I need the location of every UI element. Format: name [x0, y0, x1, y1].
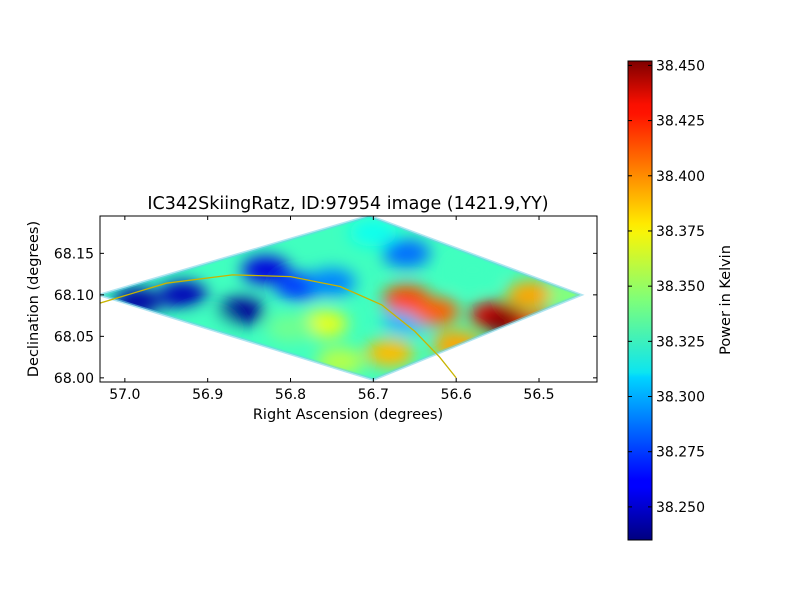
heatmap-cell	[158, 280, 207, 309]
x-tick-label: 57.0	[109, 387, 140, 403]
x-tick-label: 56.8	[275, 387, 306, 403]
heatmap-cell	[216, 297, 265, 326]
colorbar-tick-label: 38.275	[656, 445, 705, 461]
colorbar-tick-label: 38.400	[656, 169, 705, 185]
colorbar-tick-label: 38.425	[656, 114, 705, 130]
heatmap-cell	[411, 297, 460, 326]
axes-frame	[99, 215, 598, 383]
heatmap-cell	[349, 218, 398, 247]
colorbar: 38.250 38.275 38.300 38.325 38.350 38.375 38.4…	[627, 58, 734, 541]
x-tick-label: 56.9	[192, 387, 223, 403]
heatmap-cell	[241, 256, 290, 284]
colorbar-tick-label: 38.250	[656, 500, 705, 516]
colorbar-tick-label: 38.325	[656, 334, 705, 350]
colorbar-tick-label: 38.375	[656, 224, 705, 240]
colorbar-tick-label: 38.350	[656, 279, 705, 295]
colorbar-gradient	[627, 60, 653, 541]
colorbar-tick-label: 38.300	[656, 390, 705, 406]
plot-area: 57.0 56.9 56.8 56.7 56.6 56.5 68.00 68.05 68.10…	[54, 215, 598, 403]
footprint-outline	[100, 216, 585, 382]
y-axis-label: Declination (degrees)	[26, 221, 42, 377]
y-tick-label: 68.00	[54, 371, 94, 387]
y-axis-ticks: 68.00 68.05 68.10 68.15	[54, 246, 597, 387]
x-tick-label: 56.5	[523, 387, 554, 403]
x-axis-ticks: 57.0 56.9 56.8 56.7 56.6 56.5	[109, 216, 555, 403]
colorbar-tick-label: 38.450	[656, 58, 705, 74]
y-tick-label: 68.15	[54, 246, 94, 262]
colorbar-label: Power in Kelvin	[718, 245, 734, 355]
x-tick-label: 56.6	[441, 387, 472, 403]
x-axis-label: Right Ascension (degrees)	[253, 407, 443, 423]
y-tick-label: 68.05	[54, 329, 94, 345]
heatmap-cell	[382, 239, 431, 268]
heatmap-cell	[365, 339, 414, 367]
overlay-curve	[100, 274, 457, 379]
heatmap-cell	[307, 268, 356, 297]
chart-title: IC342SkiingRatz, ID:97954 image (1421.9,…	[147, 194, 548, 214]
x-tick-label: 56.7	[358, 387, 389, 403]
heatmap-cell	[266, 314, 315, 342]
colorbar-ticks: 38.250 38.275 38.300 38.325 38.350 38.375 38.4…	[628, 58, 705, 516]
y-tick-label: 68.10	[54, 288, 94, 304]
heatmap-cell	[506, 280, 555, 309]
heatmap-cell	[448, 256, 497, 284]
